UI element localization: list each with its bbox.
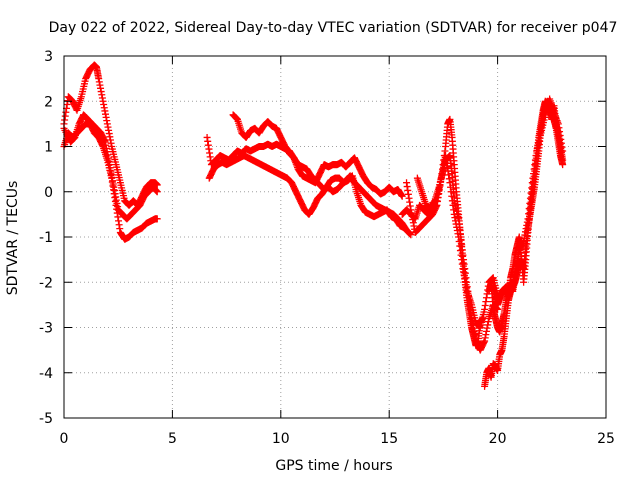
data-point	[153, 181, 161, 189]
x-tick-label: 0	[60, 431, 69, 447]
y-tick-label: -3	[39, 321, 53, 337]
data-series	[60, 120, 161, 243]
data-series	[413, 152, 502, 331]
x-tick-label: 20	[489, 431, 507, 447]
data-point	[398, 192, 406, 200]
x-tick-label: 15	[380, 431, 398, 447]
data-points	[60, 61, 567, 390]
data-point	[407, 231, 415, 239]
x-tick-label: 5	[168, 431, 177, 447]
data-point	[559, 156, 567, 164]
y-tick-label: -4	[39, 366, 53, 382]
chart-title: Day 022 of 2022, Sidereal Day-to-day VTE…	[49, 20, 618, 36]
x-axis-label: GPS time / hours	[275, 458, 392, 474]
y-tick-label: 0	[44, 185, 53, 201]
y-tick-label: -1	[39, 230, 53, 246]
y-tick-label: -2	[39, 275, 53, 291]
data-point	[559, 147, 567, 155]
y-tick-label: 1	[44, 140, 53, 156]
data-series	[485, 95, 567, 336]
grid	[64, 56, 606, 418]
data-point	[153, 188, 161, 196]
x-tick-label: 10	[272, 431, 290, 447]
y-tick-label: -5	[39, 411, 53, 427]
y-tick-label: 3	[44, 49, 53, 65]
y-axis-label: SDTVAR / TECUs	[5, 181, 21, 296]
data-series	[229, 111, 415, 239]
x-tick-label: 25	[597, 431, 615, 447]
y-tick-label: 2	[44, 94, 53, 110]
data-series	[60, 111, 161, 223]
data-point	[153, 215, 161, 223]
